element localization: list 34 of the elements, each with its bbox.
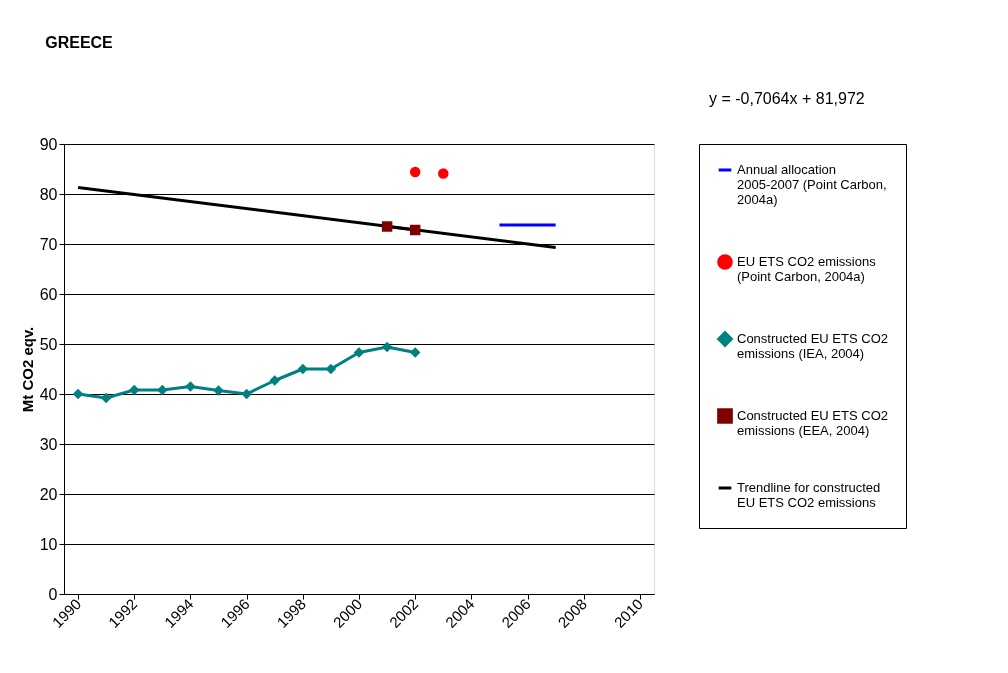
y-tick-label: 50 bbox=[39, 335, 58, 353]
point bbox=[241, 388, 252, 400]
y-tick-label: 10 bbox=[39, 535, 58, 553]
point bbox=[72, 388, 84, 400]
point bbox=[213, 385, 224, 396]
point bbox=[185, 381, 196, 392]
y-tick-label: 40 bbox=[39, 385, 58, 403]
point bbox=[409, 166, 421, 178]
y-tick-label: 20 bbox=[39, 485, 58, 503]
y-tick-label: 0 bbox=[48, 585, 58, 603]
point bbox=[128, 384, 140, 396]
y-tick-label: 30 bbox=[39, 435, 58, 453]
point bbox=[409, 224, 421, 236]
point bbox=[381, 221, 393, 232]
y-axis-title: Mt CO2 eqv. bbox=[18, 326, 36, 413]
y-tick-label: 90 bbox=[39, 135, 58, 153]
point bbox=[100, 392, 112, 404]
legend-label: Trendline for constructed EU ETS CO2 emissions bbox=[737, 480, 881, 510]
chart-title: GREECE bbox=[45, 34, 114, 51]
point bbox=[157, 384, 168, 396]
point bbox=[353, 347, 365, 358]
point bbox=[381, 341, 393, 353]
y-tick-label: 60 bbox=[39, 285, 58, 303]
point bbox=[325, 363, 337, 375]
legend-label: Constructed EU ETS CO2 emissions (EEA, 2004) bbox=[737, 408, 888, 438]
point bbox=[269, 375, 280, 386]
text: y = -0,7064x + 81,972 bbox=[709, 90, 865, 107]
legend-label: Constructed EU ETS CO2 emissions (IEA, 2004) bbox=[737, 331, 888, 361]
point bbox=[409, 347, 421, 358]
legend-label: EU ETS CO2 emissions (Point Carbon, 2004a) bbox=[737, 254, 877, 284]
point bbox=[438, 168, 449, 179]
y-tick-label: 80 bbox=[39, 185, 58, 203]
y-tick-label: 70 bbox=[39, 235, 58, 253]
legend-label: Annual allocation 2005-2007 (Point Carbon, 2004a) bbox=[737, 162, 887, 207]
